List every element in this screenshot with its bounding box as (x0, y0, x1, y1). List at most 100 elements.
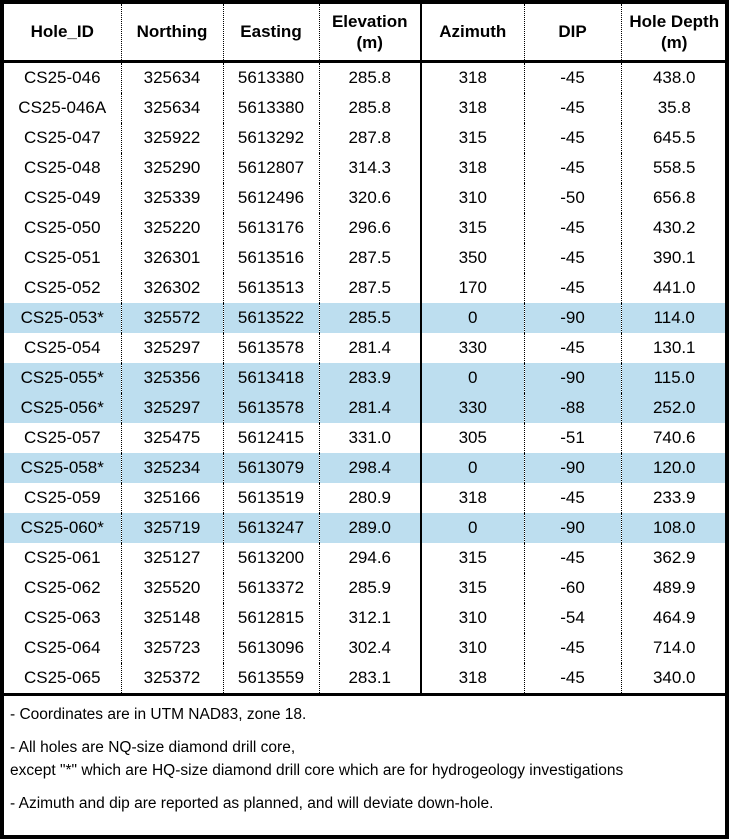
cell-northing: 325634 (120, 93, 223, 123)
table-body: CS25-046 325634 5613380 285.8 318 -45 438.0 CS2… (4, 61, 725, 693)
cell-hole_depth: 441.0 (620, 273, 725, 303)
cell-elevation: 314.3 (318, 153, 421, 183)
cell-hole_depth: 430.2 (620, 213, 725, 243)
cell-hole_depth: 233.9 (620, 483, 725, 513)
cell-hole_id: CS25-050 (23, 218, 101, 237)
cell-azimuth: 310 (420, 633, 524, 663)
cell-azimuth: 315 (420, 573, 524, 603)
cell-azimuth: 330 (420, 333, 524, 363)
cell-azimuth: 350 (420, 243, 524, 273)
cell-azimuth: 310 (420, 183, 524, 213)
cell-azimuth: 318 (420, 483, 524, 513)
cell-azimuth: 310 (420, 603, 524, 633)
cell-azimuth: 318 (420, 61, 524, 93)
cell-elevation: 296.6 (318, 213, 421, 243)
cell-hole_depth: 130.1 (620, 333, 725, 363)
cell-elevation: 331.0 (318, 423, 421, 453)
column-header-label: Elevation (331, 11, 408, 31)
table-row: CS25-046A 325634 5613380 285.8 318 -45 35.8 (4, 93, 725, 123)
cell-easting: 5613380 (222, 61, 319, 93)
cell-dip: -45 (523, 123, 621, 153)
cell-hole_id: CS25-063 (23, 608, 101, 627)
cell-northing: 325475 (120, 423, 223, 453)
cell-dip: -60 (523, 573, 621, 603)
cell-hole_depth: 362.9 (620, 543, 725, 573)
cell-elevation: 294.6 (318, 543, 421, 573)
column-header-hole_id: Hole_ID (4, 4, 121, 63)
column-header-label: Hole Depth (629, 11, 720, 31)
cell-hole_id: CS25-065 (23, 668, 101, 687)
cell-elevation: 283.1 (318, 663, 421, 693)
cell-easting: 5613292 (222, 123, 319, 153)
cell-hole_depth: 390.1 (620, 243, 725, 273)
cell-hole_depth: 115.0 (620, 363, 725, 393)
column-header-label: Hole_ID (30, 22, 94, 42)
cell-elevation: 285.8 (318, 61, 421, 93)
cell-hole_id: CS25-061 (23, 548, 101, 567)
cell-elevation: 312.1 (318, 603, 421, 633)
cell-hole_depth: 714.0 (620, 633, 725, 663)
cell-azimuth: 315 (420, 213, 524, 243)
cell-hole_depth: 438.0 (620, 61, 725, 93)
table-row: CS25-053* 325572 5613522 285.5 0 -90 114.0 (4, 303, 725, 333)
cell-northing: 326301 (120, 243, 223, 273)
cell-hole_depth: 645.5 (620, 123, 725, 153)
cell-northing: 325572 (120, 303, 223, 333)
cell-hole_depth: 340.0 (620, 663, 725, 693)
cell-elevation: 298.4 (318, 453, 421, 483)
cell-azimuth: 305 (420, 423, 524, 453)
cell-northing: 325372 (120, 663, 223, 693)
cell-elevation: 281.4 (318, 333, 421, 363)
cell-easting: 5613247 (222, 513, 319, 543)
cell-dip: -45 (523, 61, 621, 93)
cell-hole_id: CS25-054 (23, 338, 101, 357)
cell-easting: 5613418 (222, 363, 319, 393)
cell-easting: 5613578 (222, 393, 319, 423)
table-row: CS25-056* 325297 5613578 281.4 330 -88 252.0 (4, 393, 725, 423)
cell-hole_id: CS25-053* (20, 308, 104, 327)
cell-dip: -45 (523, 213, 621, 243)
cell-azimuth: 318 (420, 153, 524, 183)
column-header-elevation: Elevation (m) (318, 4, 421, 63)
cell-easting: 5613559 (222, 663, 319, 693)
cell-hole_depth: 464.9 (620, 603, 725, 633)
table-row: CS25-050 325220 5613176 296.6 315 -45 430.2 (4, 213, 725, 243)
cell-northing: 325220 (120, 213, 223, 243)
column-header-dip: DIP (523, 4, 621, 63)
cell-easting: 5613200 (222, 543, 319, 573)
cell-northing: 325356 (120, 363, 223, 393)
table-row: CS25-054 325297 5613578 281.4 330 -45 130.1 (4, 333, 725, 363)
cell-azimuth: 0 (420, 453, 524, 483)
cell-dip: -50 (523, 183, 621, 213)
table-row: CS25-055* 325356 5613418 283.9 0 -90 115.0 (4, 363, 725, 393)
cell-hole_depth: 252.0 (620, 393, 725, 423)
cell-elevation: 302.4 (318, 633, 421, 663)
cell-azimuth: 318 (420, 93, 524, 123)
footnotes-section: - Coordinates are in UTM NAD83, zone 18.… (4, 693, 725, 815)
table-row: CS25-047 325922 5613292 287.8 315 -45 645.5 (4, 123, 725, 153)
cell-northing: 325634 (120, 61, 223, 93)
footnote-azimuth-dip: - Azimuth and dip are reported as planne… (10, 795, 494, 813)
cell-hole_id: CS25-047 (23, 128, 101, 147)
cell-easting: 5613079 (222, 453, 319, 483)
table-row: CS25-052 326302 5613513 287.5 170 -45 441.0 (4, 273, 725, 303)
cell-easting: 5612815 (222, 603, 319, 633)
cell-hole_depth: 656.8 (620, 183, 725, 213)
cell-northing: 325520 (120, 573, 223, 603)
column-header-northing: Northing (120, 4, 223, 63)
cell-dip: -45 (523, 663, 621, 693)
cell-northing: 325148 (120, 603, 223, 633)
table-row: CS25-058* 325234 5613079 298.4 0 -90 120.0 (4, 453, 725, 483)
cell-dip: -90 (523, 363, 621, 393)
cell-northing: 325922 (120, 123, 223, 153)
cell-northing: 325297 (120, 333, 223, 363)
table-row: CS25-065 325372 5613559 283.1 318 -45 340.0 (4, 663, 725, 693)
table-row: CS25-063 325148 5612815 312.1 310 -54 464.9 (4, 603, 725, 633)
column-header-label: Northing (136, 22, 208, 42)
cell-easting: 5613372 (222, 573, 319, 603)
cell-dip: -54 (523, 603, 621, 633)
cell-hole_depth: 35.8 (620, 93, 725, 123)
cell-easting: 5613516 (222, 243, 319, 273)
cell-dip: -45 (523, 153, 621, 183)
